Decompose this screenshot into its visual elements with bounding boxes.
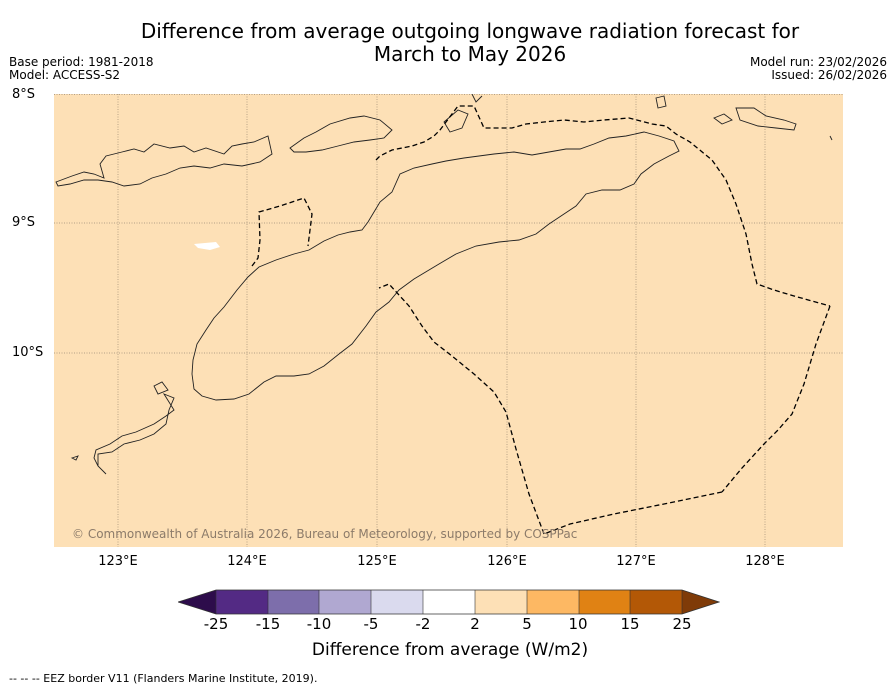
title-line-2: March to May 2026 — [373, 42, 567, 66]
island-north-3 — [713, 113, 733, 125]
lat-label-10s: 10°S — [12, 345, 44, 360]
lon-label-128e: 128°E — [745, 554, 785, 569]
lon-label-124e: 124°E — [227, 554, 267, 569]
colorbar-arrow-high — [682, 590, 719, 614]
lon-label-123e: 123°E — [98, 554, 138, 569]
lon-label-125e: 125°E — [357, 554, 397, 569]
colorbar — [178, 589, 720, 615]
eez-west-border — [378, 283, 545, 535]
semau-island — [153, 381, 169, 395]
title-line-1: Difference from average outgoing longwav… — [140, 19, 800, 43]
savu-island — [70, 455, 79, 461]
island-north-5 — [829, 135, 833, 141]
lon-label-127e: 127°E — [616, 554, 656, 569]
colorbar-swatch-3 — [319, 590, 371, 614]
colorbar-tick-2: -15 — [255, 615, 281, 633]
colorbar-label: Difference from average (W/m2) — [311, 640, 589, 660]
lon-label-126e: 126°E — [487, 554, 527, 569]
inland-water — [194, 242, 220, 250]
colorbar-swatch-6 — [475, 590, 527, 614]
issued-date: Issued: 26/02/2026 — [771, 68, 887, 82]
colorbar-tick-1: -25 — [203, 615, 229, 633]
wetar-island — [289, 115, 393, 153]
base-period: Base period: 1981-2018 — [9, 55, 154, 69]
colorbar-tick-8: 10 — [568, 615, 588, 633]
eez-borders — [251, 105, 831, 535]
colorbar-tick-6: 2 — [470, 615, 480, 633]
model-name: Model: ACCESS-S2 — [9, 68, 121, 82]
colorbar-swatch-1 — [216, 590, 268, 614]
colorbar-tick-5: -2 — [415, 615, 431, 633]
eez-footnote: -- -- -- EEZ border V11 (Flanders Marine… — [9, 672, 318, 685]
eez-north-border — [375, 105, 831, 307]
timor-island — [191, 131, 680, 401]
meta-left: Base period: 1981-2018 Model: ACCESS-S2 — [9, 56, 154, 82]
meta-right: Model run: 23/02/2026 Issued: 26/02/2026 — [750, 56, 887, 82]
forecast-map — [54, 94, 843, 547]
colorbar-swatch-7 — [527, 590, 579, 614]
map-title: Difference from average outgoing longwav… — [110, 20, 830, 66]
map-background — [54, 94, 843, 547]
colorbar-arrow-low — [178, 590, 216, 614]
alor-island — [55, 135, 273, 187]
island-north-2 — [655, 95, 667, 109]
rote-island — [93, 393, 175, 475]
model-run: Model run: 23/02/2026 — [749, 55, 887, 69]
coastlines — [55, 94, 833, 475]
graticule — [54, 94, 843, 547]
kisar-island — [443, 109, 469, 133]
eez-oecusse-border — [251, 197, 313, 267]
colorbar-tick-4: -5 — [363, 615, 379, 633]
colorbar-tick-10: 25 — [672, 615, 692, 633]
island-north-1 — [471, 94, 483, 103]
lat-label-9s: 9°S — [12, 215, 36, 230]
colorbar-swatch-4 — [371, 590, 423, 614]
colorbar-tick-9: 15 — [620, 615, 640, 633]
eez-south-border — [543, 491, 723, 535]
colorbar-swatch-8 — [579, 590, 630, 614]
colorbar-tick-3: -10 — [306, 615, 332, 633]
island-north-4 — [735, 107, 797, 131]
colorbar-swatch-2 — [268, 590, 319, 614]
colorbar-swatch-5 — [423, 590, 475, 614]
colorbar-tick-7: 5 — [522, 615, 532, 633]
lat-label-8s: 8°S — [12, 87, 36, 102]
colorbar-swatch-9 — [630, 590, 682, 614]
copyright-notice: © Commonwealth of Australia 2026, Bureau… — [72, 527, 578, 541]
